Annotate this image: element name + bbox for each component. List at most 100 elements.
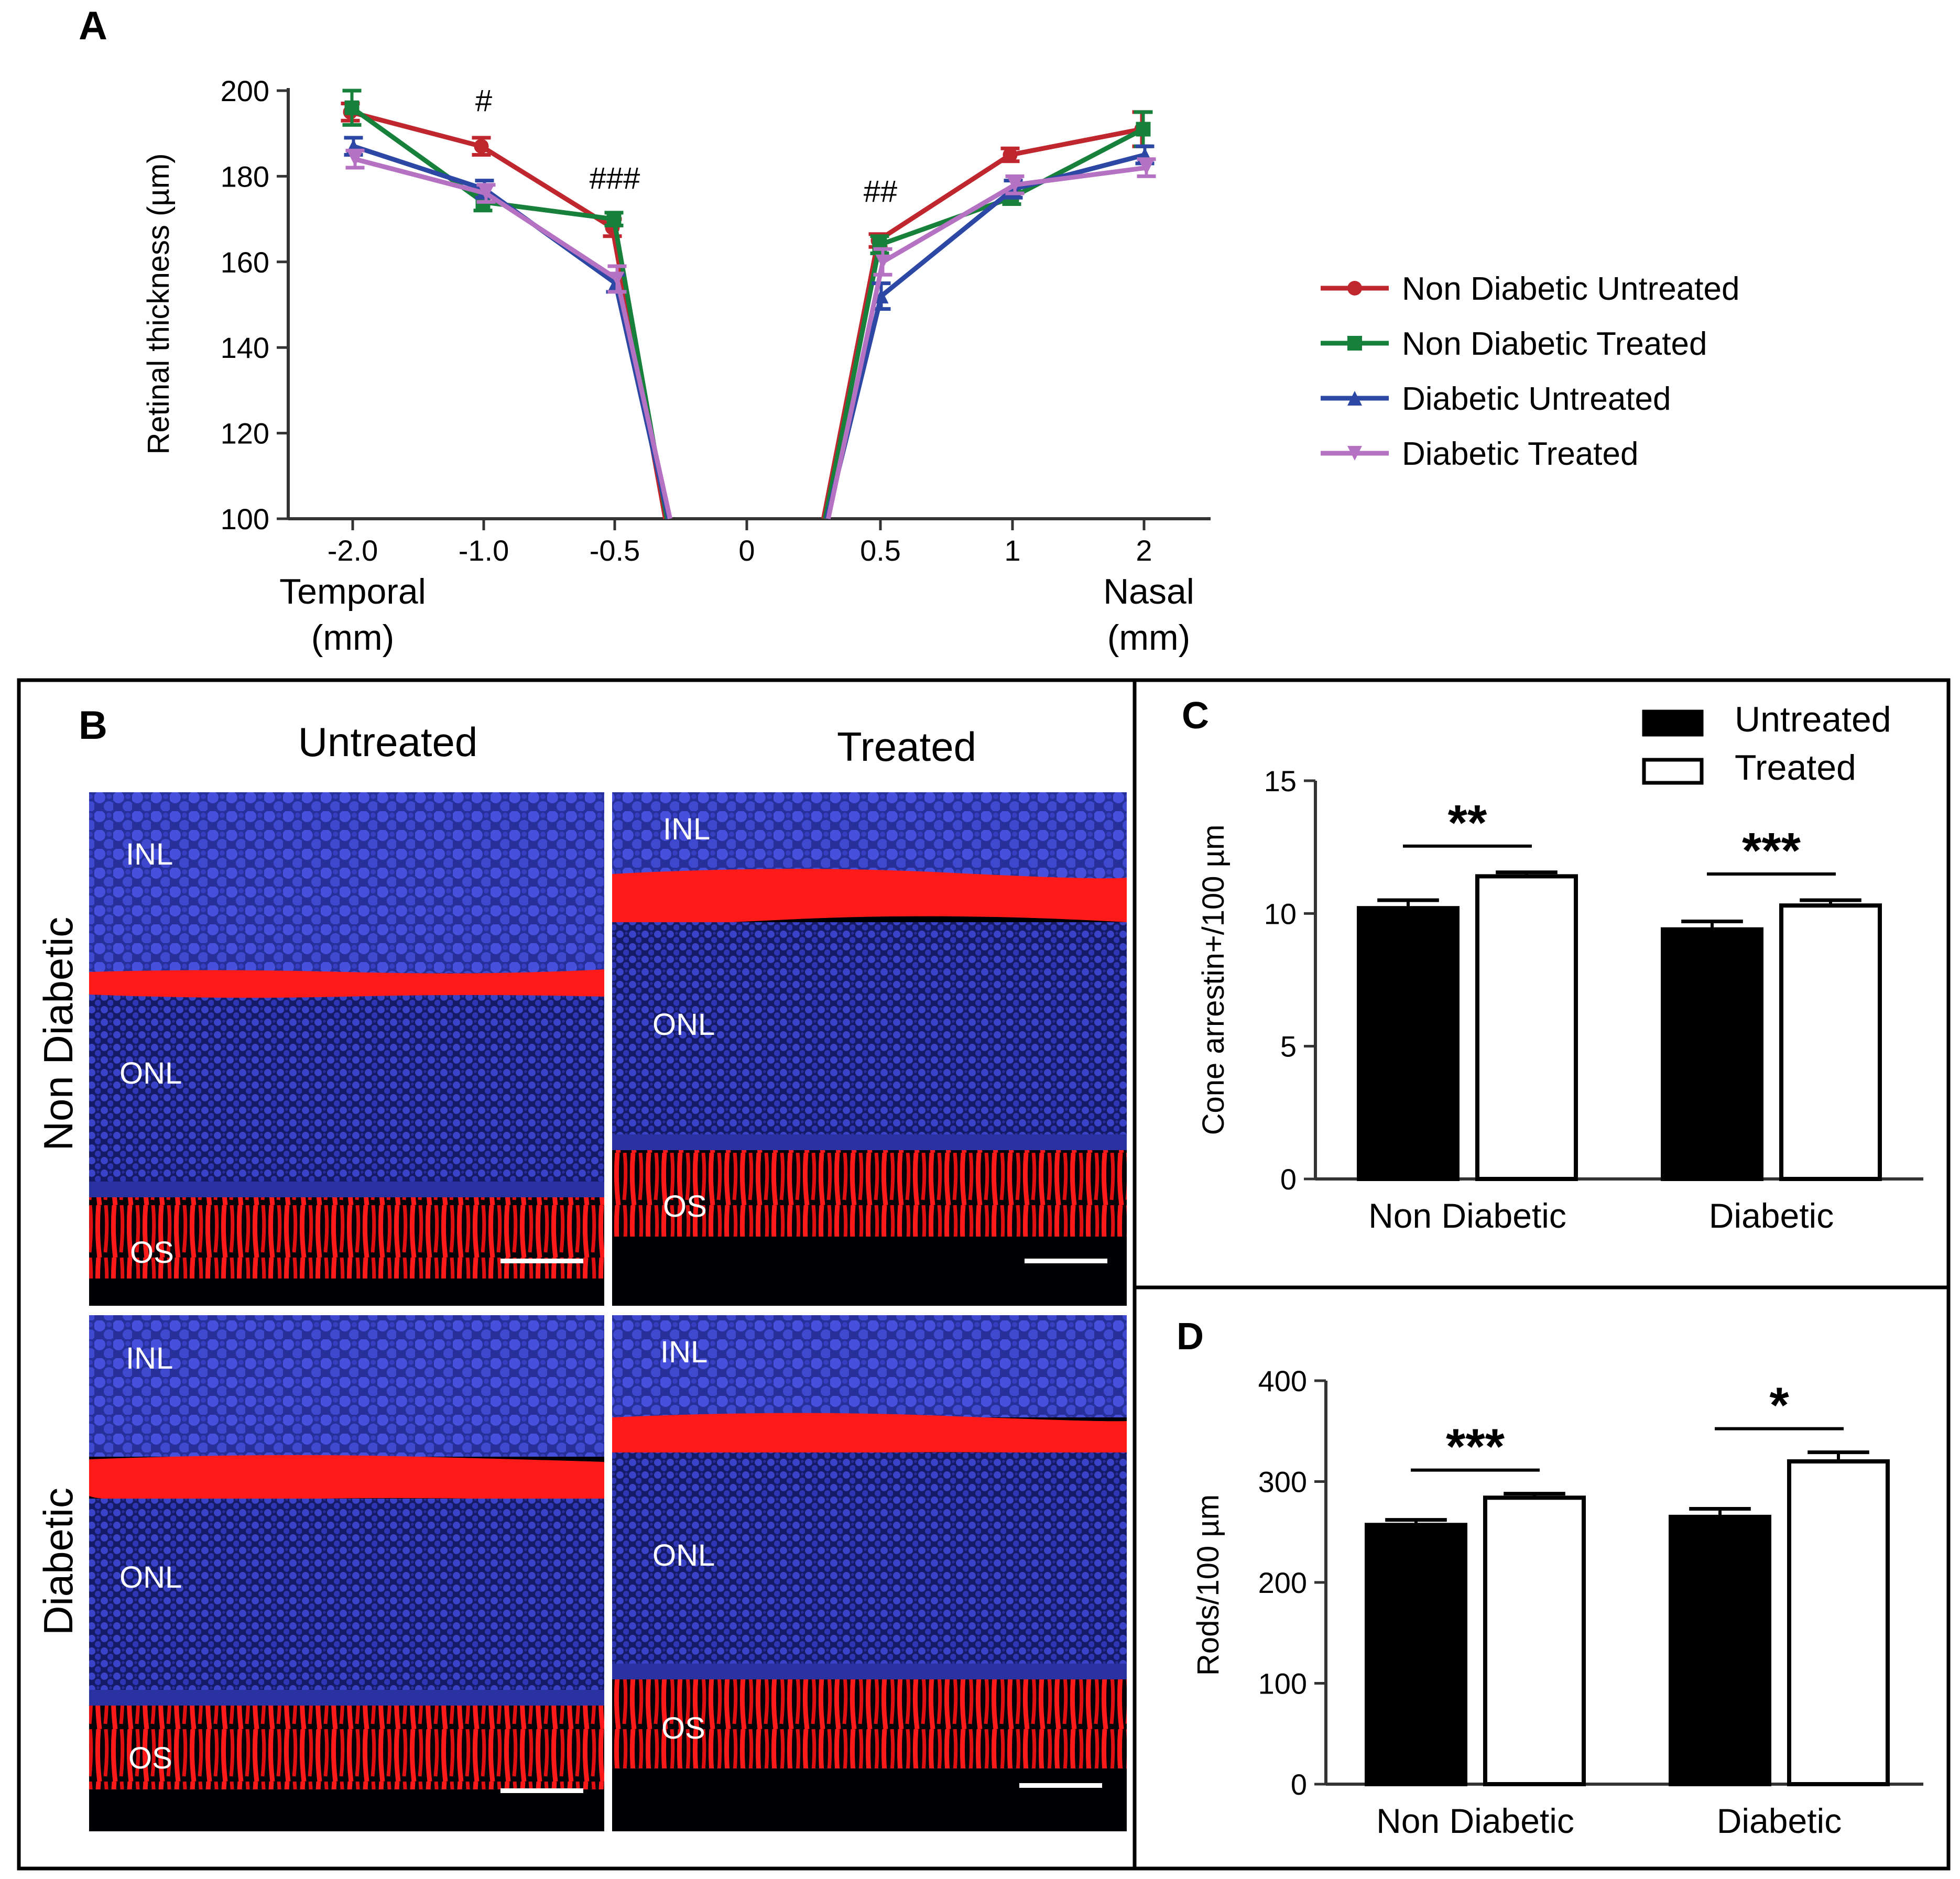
legend-label-a: Non Diabetic Treated	[1402, 326, 1707, 362]
significance-marker-a: ###	[590, 161, 640, 195]
x-tick-label: Non Diabetic	[1376, 1801, 1574, 1840]
data-point-a	[609, 271, 625, 287]
layer-label-os: OS	[663, 1189, 707, 1223]
y-axis-title-a: Retinal thickness (µm)	[141, 154, 176, 455]
bar	[1357, 906, 1460, 1181]
legend-swatch-marker-a	[1347, 446, 1362, 461]
image-diabetic-untreated: INL ONL OS	[89, 1315, 604, 1831]
bar	[1661, 927, 1763, 1181]
data-point-a	[344, 100, 360, 115]
y-tick-label-a: 140	[221, 331, 269, 364]
significance-marker-a: ##	[864, 174, 898, 209]
y-tick-label-a: 120	[221, 417, 269, 450]
y-tick-label: 10	[1264, 897, 1297, 930]
y-tick-label-a: 200	[221, 74, 269, 107]
data-point-a	[1003, 147, 1018, 162]
x-tick-label-a: 0.5	[860, 534, 901, 567]
x-tick-label-a: -0.5	[590, 534, 640, 567]
legend-a: Non Diabetic Untreated Non Diabetic Treat…	[1321, 271, 1739, 472]
layer-label-os: OS	[128, 1741, 172, 1775]
bar	[1779, 903, 1882, 1181]
series-line-non-diabetic-treated	[822, 127, 1145, 519]
image-nondiabetic-treated: INL ONL OS	[612, 792, 1127, 1306]
y-axis-title-c: Cone arrestin+/100 µm	[1196, 825, 1231, 1135]
y-tick-label: 0	[1280, 1163, 1297, 1196]
nasal-label: Nasal	[1103, 572, 1194, 611]
x-tick-label-a: -2.0	[328, 534, 378, 567]
scale-bar	[1025, 1259, 1107, 1263]
temporal-unit: (mm)	[311, 618, 395, 658]
image-nondiabetic-untreated: INL ONL OS	[89, 792, 604, 1306]
y-tick-label-a: 160	[221, 246, 269, 279]
legend-label-a: Diabetic Untreated	[1402, 381, 1671, 417]
data-point-a	[606, 212, 622, 227]
layer-label-inl: INL	[126, 1341, 173, 1375]
legend-swatch-marker-a	[1347, 336, 1362, 351]
panel-label-c: C	[1182, 695, 1209, 737]
layer-label-onl: ONL	[119, 1560, 182, 1594]
legend-label-c: Untreated	[1735, 700, 1891, 739]
layer-label-onl: ONL	[652, 1538, 715, 1572]
layer-label-inl: INL	[660, 1335, 707, 1369]
x-tick-label-a: -1.0	[459, 534, 509, 567]
x-tick-label: Non Diabetic	[1368, 1196, 1566, 1235]
legend-label-c: Treated	[1735, 748, 1856, 788]
image-diabetic-treated: INL ONL OS	[612, 1315, 1127, 1831]
x-tick-label-a: 0	[738, 534, 755, 567]
bar	[1483, 1495, 1586, 1787]
layer-label-onl: ONL	[652, 1008, 715, 1042]
data-point-a	[347, 151, 363, 167]
scale-bar	[500, 1788, 583, 1793]
legend-swatch-c	[1642, 758, 1704, 785]
legend-swatch-marker-a	[1347, 281, 1362, 296]
data-point-a	[478, 186, 494, 201]
layer-label-inl: INL	[126, 837, 173, 871]
series-line-diabetic-untreated	[824, 152, 1146, 520]
bar	[1475, 874, 1578, 1181]
data-point-a	[1007, 177, 1022, 192]
layer-label-os: OS	[130, 1236, 174, 1270]
layer-label-inl: INL	[663, 812, 710, 846]
data-point-a	[1136, 122, 1151, 137]
series-line-diabetic-treated	[354, 157, 672, 519]
nasal-unit: (mm)	[1107, 618, 1191, 658]
rods-chart: Rods/100 µm 0 100 200 300 400 Non Diabetic Dia…	[1191, 1364, 1923, 1840]
y-tick-label-a: 100	[221, 502, 269, 536]
series-line-diabetic-untreated	[353, 144, 671, 519]
legend-label-a: Non Diabetic Untreated	[1402, 271, 1739, 307]
y-tick-label: 0	[1291, 1768, 1307, 1801]
bar	[1787, 1459, 1890, 1786]
scale-bar	[500, 1259, 583, 1263]
data-point-a	[474, 139, 489, 154]
legend-c: Untreated Treated	[1642, 700, 1891, 788]
y-tick-label: 200	[1258, 1566, 1307, 1599]
data-point-a	[1139, 160, 1154, 176]
y-tick-label: 15	[1264, 764, 1297, 798]
legend-swatch-marker-a	[1347, 391, 1362, 406]
column-header-untreated: Untreated	[298, 719, 478, 765]
y-tick-label: 400	[1258, 1364, 1307, 1397]
series-a	[341, 89, 1156, 520]
bar	[1669, 1514, 1771, 1786]
significance-marker: ***	[1446, 1419, 1505, 1475]
panel-label-b: B	[79, 703, 107, 748]
data-point-a	[875, 254, 890, 269]
y-tick-label: 300	[1258, 1466, 1307, 1499]
x-tick-label: Diabetic	[1717, 1801, 1842, 1840]
x-tick-label-a: 1	[1004, 534, 1020, 567]
series-line-non-diabetic-treated	[350, 106, 670, 519]
bar	[1365, 1523, 1467, 1786]
significance-marker: ***	[1742, 823, 1801, 879]
significance-marker-a: #	[475, 84, 492, 118]
x-tick-label: Diabetic	[1709, 1196, 1834, 1235]
significance-marker: *	[1769, 1378, 1789, 1434]
axes-a: 100 120 140 160 180 200 -2.0 -1.0 -0.5 0 0.5 1 2	[221, 74, 1211, 567]
layer-label-onl: ONL	[119, 1056, 182, 1090]
microscopy-panel: Untreated Treated Non Diabetic Diabetic …	[35, 719, 1127, 1831]
bars-d: ****	[1365, 1378, 1890, 1787]
scale-bar	[1019, 1783, 1102, 1788]
y-axis-title-d: Rods/100 µm	[1191, 1494, 1225, 1676]
legend-label-a: Diabetic Treated	[1402, 436, 1638, 472]
y-tick-label: 100	[1258, 1667, 1307, 1700]
